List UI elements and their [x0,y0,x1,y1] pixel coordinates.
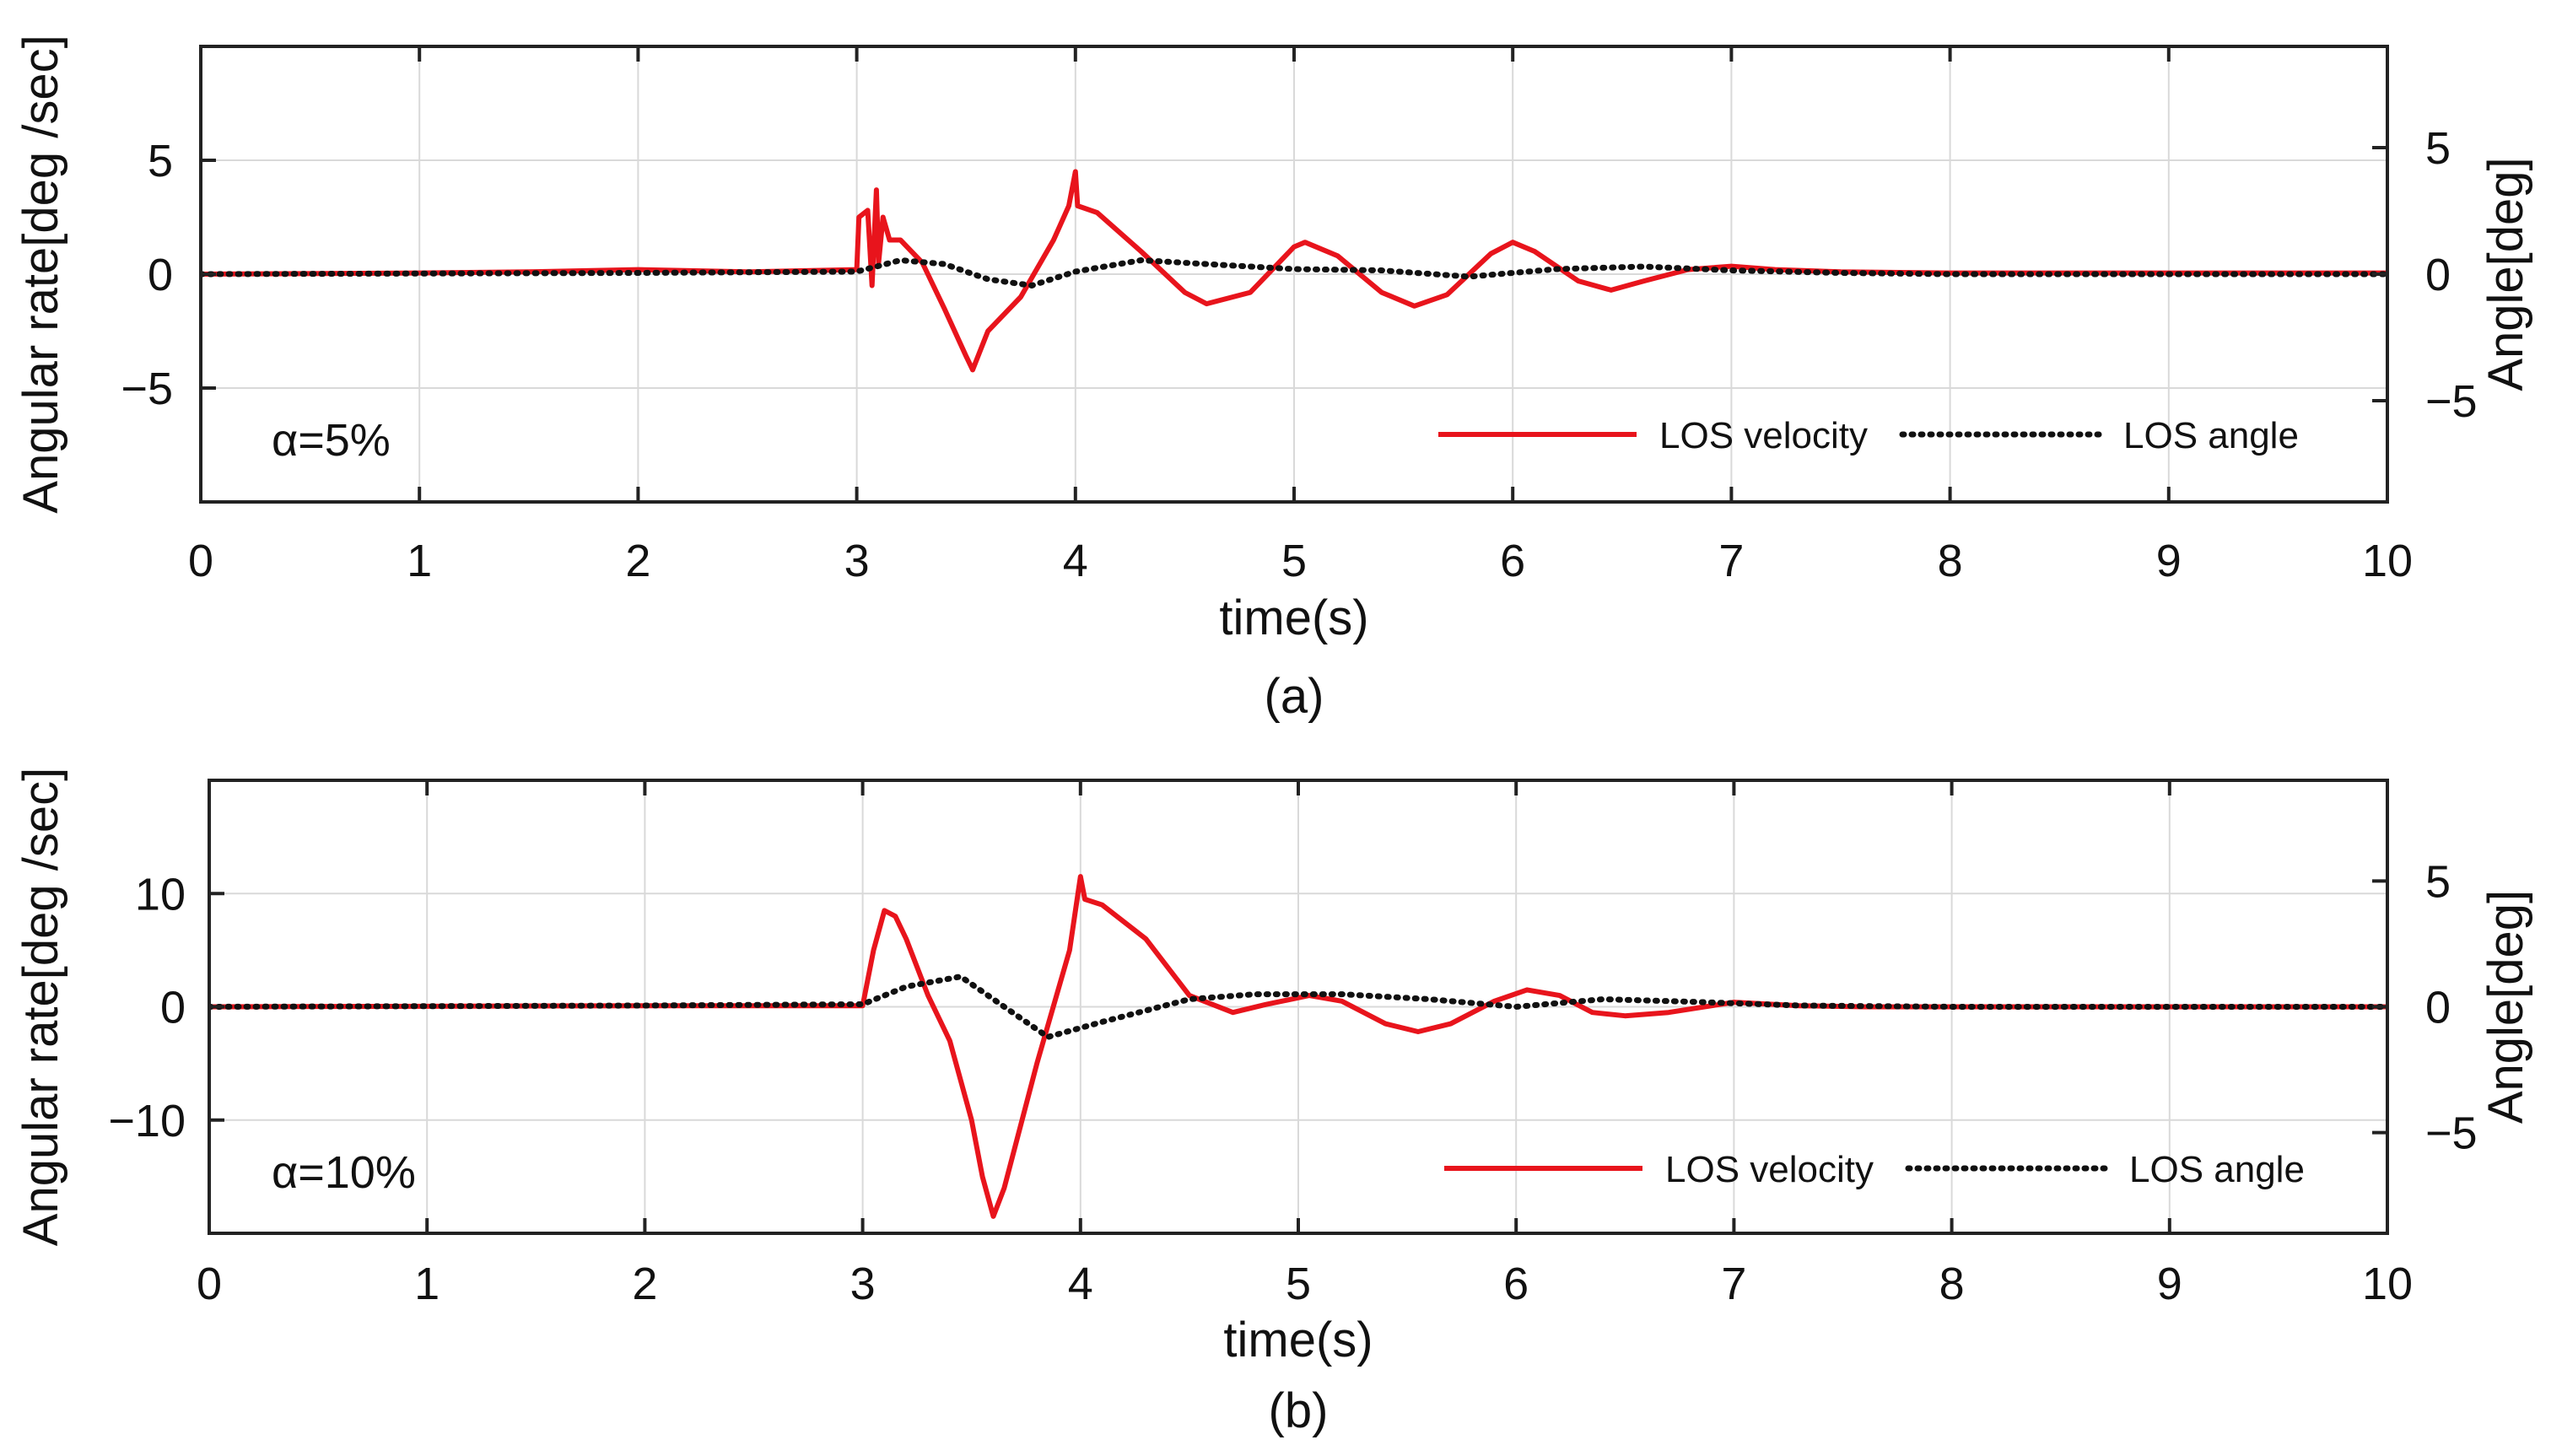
x-tick-label: 2 [625,536,650,586]
panel-caption: (a) [1265,669,1324,724]
x-tick-label: 2 [632,1259,657,1309]
x-tick-label: 5 [1281,536,1307,586]
series-line-los-velocity [201,169,2387,373]
y-tick-label: 5 [148,136,173,186]
y-right-tick-label: 0 [2425,250,2451,300]
series-line-los-angle [209,973,2387,1040]
y-tick-label: 0 [160,983,186,1033]
y-axis-label: Angular rate[deg /sec] [13,768,68,1246]
x-tick-label: 7 [1718,536,1744,586]
y-right-tick-label: 5 [2425,856,2451,907]
y-tick-label: 0 [148,250,173,300]
x-tick-label: 7 [1721,1259,1746,1309]
x-tick-label: 6 [1500,536,1525,586]
panel-caption: (b) [1269,1383,1329,1438]
x-tick-label: 4 [1063,536,1088,586]
x-axis-label: time(s) [1219,590,1368,645]
y-right-tick-label: −5 [2425,376,2478,427]
legend-label-los-angle: LOS angle [2123,415,2299,456]
series-line-los-velocity [209,874,2387,1219]
alpha-annotation: α=5% [272,415,391,466]
y-tick-label: −5 [121,364,173,414]
x-tick-label: 3 [844,536,870,586]
legend-label-los-angle: LOS angle [2129,1149,2305,1190]
y-right-tick-label: −5 [2425,1108,2478,1159]
x-tick-label: 8 [1938,536,1963,586]
x-tick-label: 1 [414,1259,440,1309]
x-tick-label: 9 [2157,1259,2182,1309]
x-tick-label: 9 [2156,536,2182,586]
alpha-annotation: α=10% [272,1147,416,1198]
y-right-tick-label: 0 [2425,983,2451,1033]
x-tick-label: 0 [197,1259,222,1309]
series-line-los-angle [201,257,2387,289]
y-axis-label-right: Angle[deg] [2478,157,2533,391]
legend-label-los-velocity: LOS velocity [1665,1149,1874,1190]
y-right-tick-label: 5 [2425,123,2451,174]
x-tick-label: 5 [1286,1259,1311,1309]
x-tick-label: 3 [850,1259,876,1309]
y-tick-label: 10 [135,869,186,919]
x-tick-label: 0 [188,536,213,586]
x-tick-label: 6 [1503,1259,1529,1309]
legend-label-los-velocity: LOS velocity [1659,415,1868,456]
x-tick-label: 10 [2362,536,2413,586]
y-axis-label: Angular rate[deg /sec] [13,35,68,513]
y-tick-label: −10 [108,1096,186,1146]
x-tick-label: 1 [407,536,432,586]
y-axis-label-right: Angle[deg] [2478,890,2533,1124]
x-axis-label: time(s) [1223,1313,1373,1367]
x-tick-label: 8 [1939,1259,1965,1309]
x-tick-label: 10 [2362,1259,2413,1309]
x-tick-label: 4 [1068,1259,1093,1309]
